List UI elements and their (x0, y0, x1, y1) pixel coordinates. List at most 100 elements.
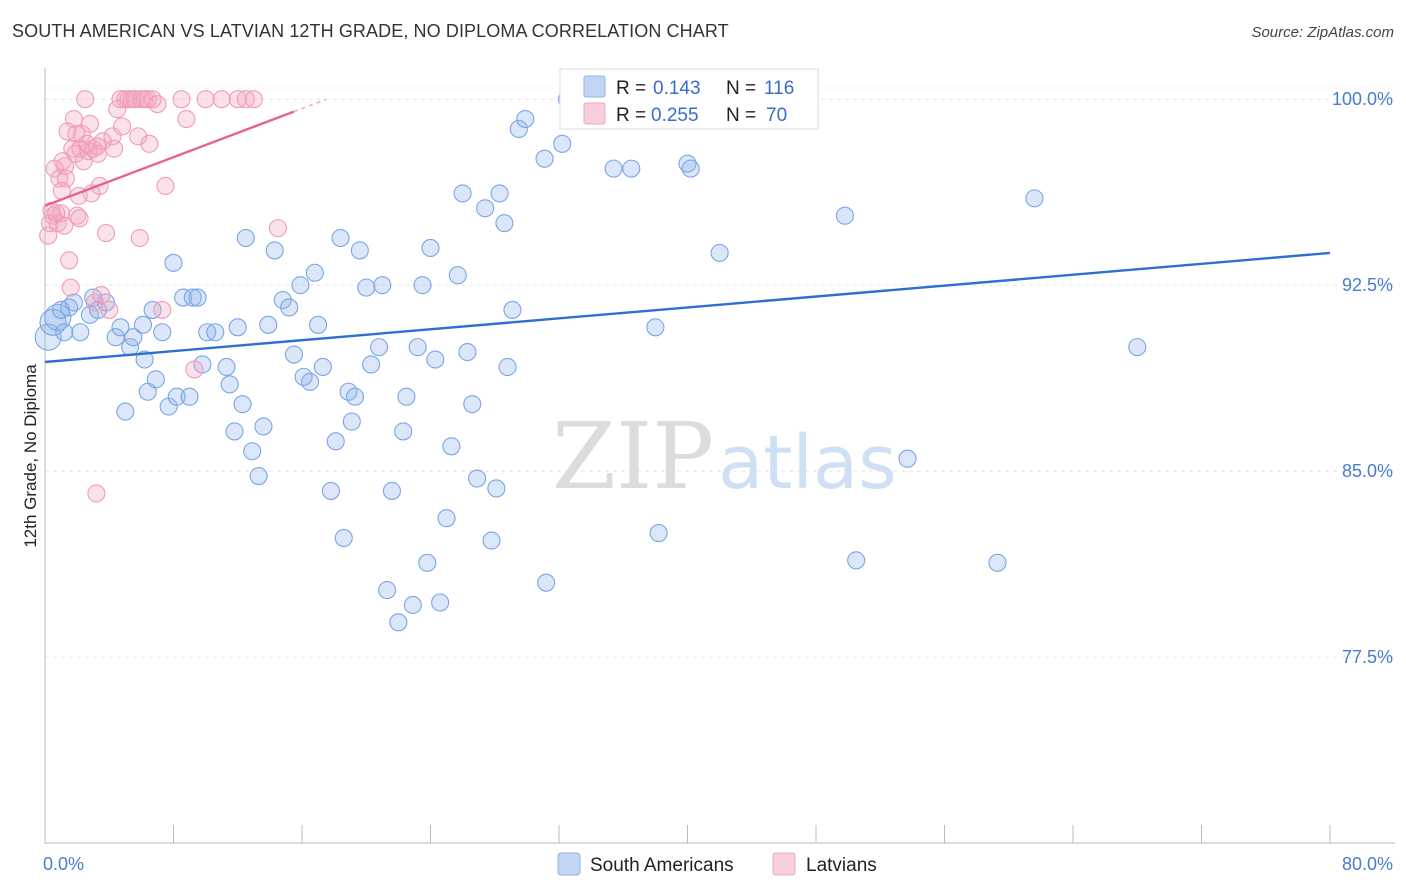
bottom-legend: South Americans Latvians (557, 852, 877, 876)
legend-r-value-latvians: 0.255 (651, 105, 699, 126)
point-latvians (61, 278, 80, 297)
point-south-americans (305, 263, 324, 282)
point-south-americans (437, 509, 456, 528)
point-south-americans (143, 300, 162, 319)
point-south-americans (553, 134, 572, 153)
legend-swatch-latvians (583, 102, 606, 125)
point-south-americans (370, 338, 389, 357)
bottom-legend-swatch-south-americans (557, 852, 581, 876)
point-south-americans (397, 387, 416, 406)
point-latvians (70, 209, 89, 228)
point-south-americans (153, 323, 172, 342)
trend-line-latvians-extension (293, 98, 327, 113)
point-south-americans (124, 328, 143, 347)
watermark-zip: ZIP (552, 403, 714, 510)
point-latvians (129, 127, 148, 146)
legend: R = 0.143 N = 116 R = 0.255 N = 70 (559, 68, 819, 130)
point-south-americans (503, 300, 522, 319)
point-south-americans (622, 159, 641, 178)
point-south-americans (313, 357, 332, 377)
point-south-americans (421, 238, 440, 258)
point-latvians (268, 219, 287, 238)
point-south-americans (34, 323, 62, 351)
point-south-americans (71, 323, 90, 342)
point-south-americans (350, 241, 369, 260)
point-south-americans (357, 278, 376, 297)
point-latvians (67, 124, 86, 143)
point-latvians (60, 251, 79, 270)
trend-line-south-americans (44, 251, 1331, 364)
point-south-americans (243, 442, 262, 461)
point-south-americans (495, 214, 514, 233)
point-south-americans (183, 288, 202, 307)
point-south-americans (458, 343, 477, 362)
legend-r-value-south-americans: 0.143 (653, 78, 701, 99)
point-south-americans (273, 290, 292, 310)
point-south-americans (487, 479, 506, 498)
point-south-americans (463, 395, 482, 414)
point-south-americans (249, 467, 268, 486)
point-south-americans (426, 350, 445, 369)
point-latvians (80, 114, 100, 134)
point-south-americans (394, 422, 413, 441)
point-latvians (87, 484, 106, 503)
point-latvians (92, 286, 111, 305)
point-latvians (138, 90, 157, 109)
point-south-americans (535, 149, 554, 168)
bottom-legend-label-latvians: Latvians (806, 855, 877, 876)
point-latvians (105, 139, 124, 158)
point-latvians (153, 300, 172, 319)
point-south-americans (167, 387, 186, 406)
x-tick-label: 0.0% (43, 854, 84, 874)
point-south-americans (537, 573, 556, 592)
point-south-americans (476, 199, 495, 218)
point-latvians (68, 206, 87, 225)
point-south-americans (164, 253, 183, 272)
point-south-americans (254, 417, 273, 436)
point-south-americans (60, 298, 79, 317)
point-latvians (244, 90, 263, 109)
point-south-americans (331, 228, 350, 248)
point-latvians (130, 228, 149, 248)
chart-source: Source: ZipAtlas.com (1251, 24, 1394, 41)
point-south-americans (220, 375, 239, 394)
point-south-americans (236, 228, 255, 248)
watermark-atlas: atlas (718, 420, 897, 506)
point-latvians (148, 95, 167, 114)
point-latvians (156, 176, 175, 196)
point-south-americans (291, 276, 310, 295)
point-latvians (74, 152, 93, 171)
point-south-americans (116, 402, 135, 421)
point-south-americans (516, 109, 535, 129)
point-latvians (85, 293, 104, 312)
gridlines (45, 87, 1395, 658)
x-tick-label: 80.0% (1342, 854, 1393, 874)
point-south-americans (988, 553, 1007, 572)
point-south-americans (345, 387, 365, 406)
legend-n-label: N = (726, 105, 756, 126)
point-south-americans (649, 524, 668, 543)
x-tick-labels: 0.0% 80.0% (43, 854, 1393, 874)
trend-line-latvians (44, 110, 295, 207)
trend-lines (44, 98, 1331, 364)
watermark: ZIP atlas (552, 403, 897, 510)
point-latvians (185, 360, 204, 379)
point-south-americans (646, 318, 665, 337)
y-tick-label: 77.5% (1342, 647, 1393, 667)
point-south-americans (413, 276, 432, 295)
point-south-americans (233, 395, 252, 414)
point-south-americans (321, 481, 340, 500)
point-latvians (140, 134, 159, 153)
point-south-americans (403, 595, 422, 615)
point-south-americans (225, 422, 244, 441)
point-latvians (125, 90, 144, 109)
point-latvians (143, 90, 162, 109)
point-south-americans (431, 593, 450, 612)
point-south-americans (373, 276, 392, 295)
data-points (34, 90, 1147, 632)
point-south-americans (442, 437, 461, 456)
point-south-americans (604, 159, 623, 178)
point-latvians (93, 132, 112, 151)
legend-n-value-south-americans: 116 (764, 78, 794, 99)
legend-r-label: R = (616, 78, 646, 99)
